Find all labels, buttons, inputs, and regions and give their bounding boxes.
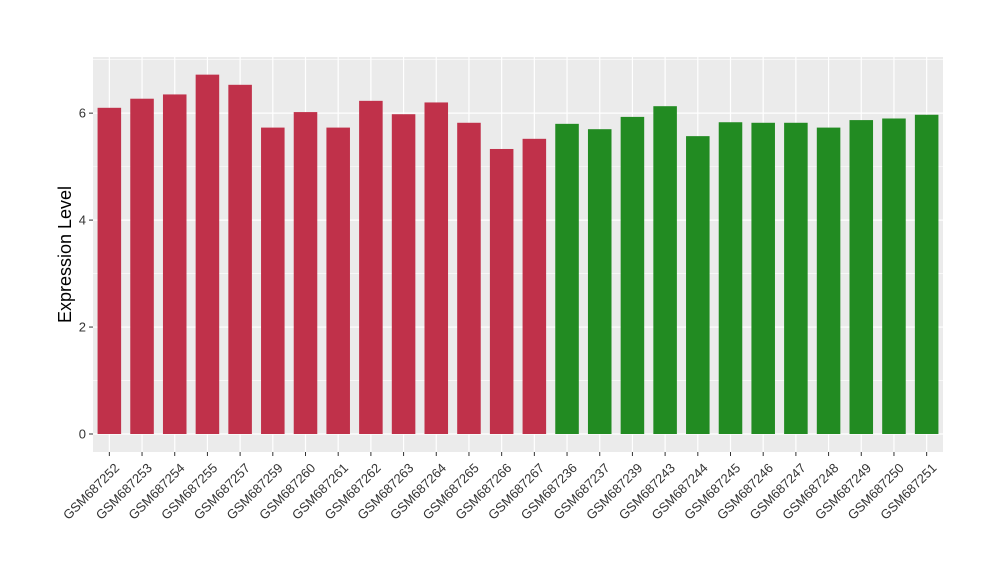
plot-panel [93, 57, 943, 452]
bar-GSM687250 [882, 118, 906, 434]
bar-GSM687260 [293, 112, 318, 434]
bar-GSM687248 [816, 127, 841, 435]
bar-GSM687237 [587, 129, 612, 435]
bar-GSM687267 [522, 138, 547, 434]
bar-GSM687239 [620, 116, 645, 434]
y-axis: 0 2 4 6 [79, 106, 93, 442]
bar-GSM687265 [457, 122, 481, 434]
bar-GSM687262 [359, 100, 383, 435]
bar-GSM687252 [97, 107, 122, 434]
bar-GSM687266 [489, 148, 514, 435]
bar-GSM687253 [130, 98, 154, 435]
y-tick-label: 4 [79, 213, 86, 228]
bar-GSM687259 [261, 127, 285, 435]
bar-GSM687264 [424, 102, 449, 434]
y-tick-label: 2 [79, 320, 86, 335]
y-tick-label: 6 [79, 106, 86, 121]
bar-GSM687244 [686, 136, 710, 435]
bar-GSM687236 [555, 123, 579, 435]
bar-GSM687249 [849, 120, 874, 434]
y-tick-label: 0 [79, 427, 86, 442]
bar-GSM687257 [228, 84, 252, 434]
y-axis-title: Expression Level [55, 186, 75, 323]
bar-GSM687254 [162, 94, 187, 435]
bar-GSM687245 [718, 122, 743, 434]
bar-GSM687247 [784, 122, 808, 434]
bar-GSM687246 [751, 122, 775, 434]
bar-GSM687243 [653, 106, 677, 434]
bar-GSM687255 [195, 74, 220, 435]
bar-GSM687263 [391, 114, 416, 434]
x-axis: GSM687252GSM687253GSM687254GSM687255GSM6… [60, 452, 940, 523]
bars [97, 74, 939, 435]
bar-GSM687261 [326, 127, 350, 435]
bar-GSM687251 [914, 114, 939, 435]
